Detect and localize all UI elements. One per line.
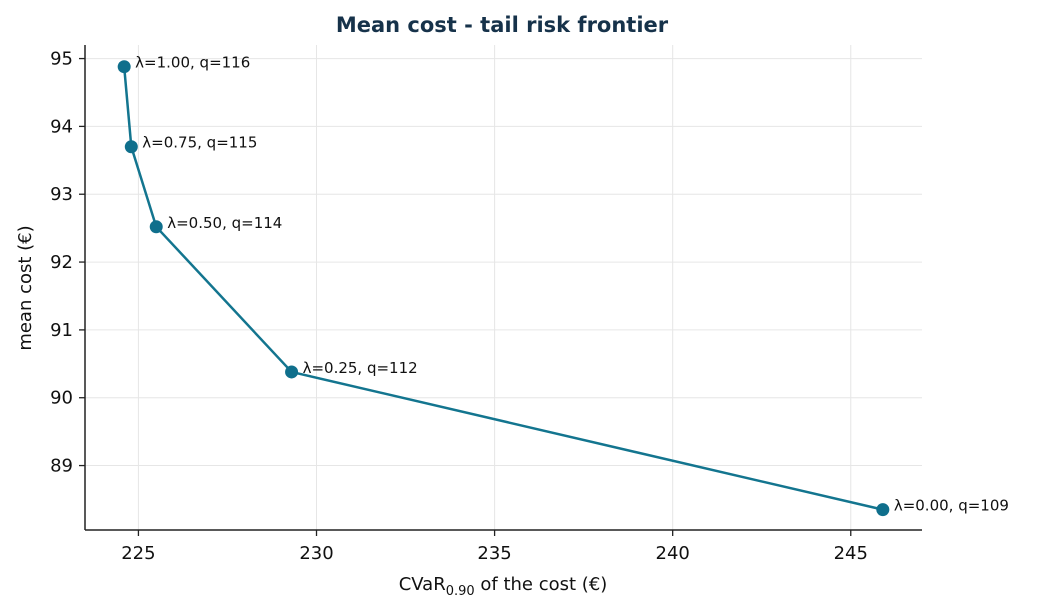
point-label: λ=0.75, q=115 (142, 134, 257, 152)
frontier-point (149, 220, 163, 234)
grid (85, 45, 922, 530)
axes (84, 45, 922, 531)
point-label: λ=0.50, q=114 (167, 214, 282, 232)
x-tick-label: 225 (121, 543, 155, 564)
frontier-point (285, 365, 299, 379)
ticks: 225 230 235 240 245 89 90 91 92 93 94 95 (50, 49, 868, 564)
y-tick-label: 95 (50, 49, 73, 70)
y-tick-label: 93 (50, 184, 73, 205)
y-tick-label: 90 (50, 388, 73, 409)
x-tick-label: 235 (477, 543, 511, 564)
x-tick-label: 230 (299, 543, 333, 564)
x-tick-label: 240 (656, 543, 690, 564)
x-axis-label-sub: 0.90 (446, 584, 475, 599)
x-axis-label-rest: of the cost (€) (475, 574, 608, 595)
x-axis-label-main: CVaR (399, 574, 446, 595)
series-frontier (117, 60, 890, 517)
chart-title: Mean cost - tail risk frontier (336, 13, 669, 37)
y-tick-label: 91 (50, 320, 73, 341)
point-label: λ=1.00, q=116 (135, 54, 250, 72)
x-axis-label: CVaR0.90 of the cost (€) (399, 574, 608, 599)
y-tick-label: 92 (50, 252, 73, 273)
frontier-point (117, 60, 131, 74)
y-tick-label: 89 (50, 456, 73, 477)
frontier-point (124, 140, 138, 154)
point-labels: λ=1.00, q=116 λ=0.75, q=115 λ=0.50, q=114 λ… (135, 54, 1009, 515)
x-tick-label: 245 (834, 543, 868, 564)
y-axis-label: mean cost (€) (15, 225, 36, 350)
point-label: λ=0.25, q=112 (303, 359, 418, 377)
point-label: λ=0.00, q=109 (894, 497, 1009, 515)
y-tick-label: 94 (50, 116, 73, 137)
frontier-point (876, 503, 890, 517)
